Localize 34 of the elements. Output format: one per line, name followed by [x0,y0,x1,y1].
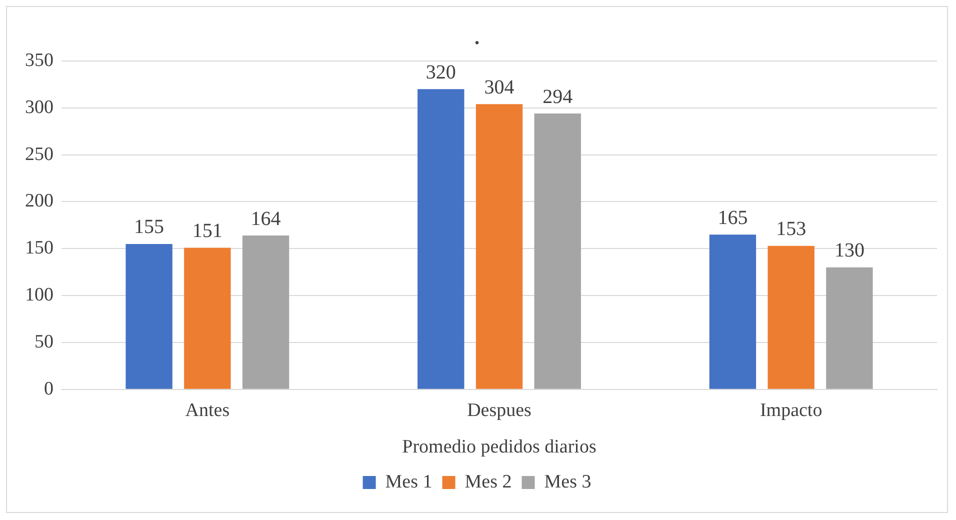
x-tick-label: Despues [467,400,532,421]
data-label: 164 [250,208,281,230]
bar [476,104,523,389]
y-tick-label: 100 [25,284,54,306]
y-tick-label: 150 [25,238,54,259]
bar [709,234,756,389]
y-tick-label: 0 [44,378,54,400]
bar [418,89,464,389]
y-tick-label: 350 [25,50,54,71]
y-tick-label: 250 [25,144,54,165]
data-label: 151 [192,220,222,242]
data-label: 130 [834,240,864,262]
y-tick-label: 300 [25,96,54,118]
data-label: 165 [718,206,748,229]
x-axis-title: Promedio pedidos diarios [402,436,596,458]
legend-label: Mes 1 [385,471,432,492]
chart-title: . [474,27,480,50]
data-label: 294 [542,86,573,108]
bar [768,246,814,389]
legend-label: Mes 2 [464,471,512,492]
bar [534,114,581,389]
y-tick-label: 200 [25,190,54,212]
bar [126,244,172,389]
x-tick-label: Impacto [760,400,822,421]
data-label: 155 [134,216,164,238]
data-label: 304 [484,76,514,98]
bar [826,267,873,389]
legend-label: Mes 3 [544,471,592,492]
bar [242,236,290,389]
y-tick-label: 50 [34,331,54,352]
x-tick-label: Antes [185,400,230,421]
data-label: 153 [776,218,806,240]
data-label: 320 [426,61,456,84]
bar [184,248,231,389]
